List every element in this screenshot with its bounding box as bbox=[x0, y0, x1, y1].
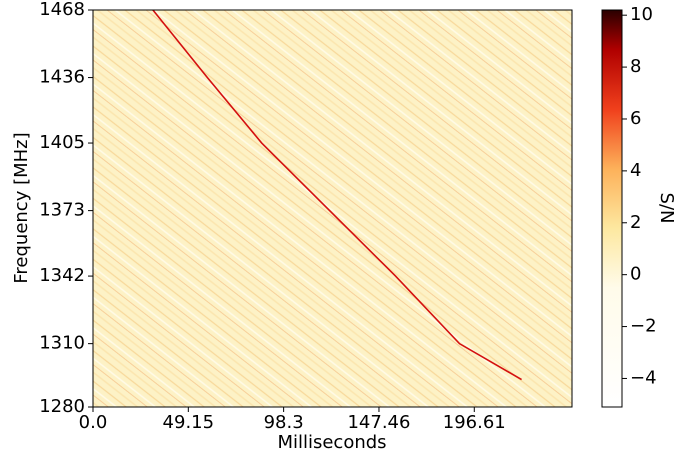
colorbar-tick-label: −4 bbox=[630, 367, 657, 388]
y-tick-label: 1310 bbox=[39, 333, 85, 354]
colorbar-tick-label: 10 bbox=[630, 4, 653, 25]
x-tick-label: 196.61 bbox=[443, 412, 506, 433]
colorbar-tick-label: 6 bbox=[630, 108, 641, 129]
colorbar-tick-label: 0 bbox=[630, 264, 641, 285]
y-tick-label: 1280 bbox=[39, 396, 85, 417]
colorbar-tick-label: 2 bbox=[630, 212, 641, 233]
x-tick-label: 49.15 bbox=[163, 412, 215, 433]
y-tick-label: 1436 bbox=[39, 67, 85, 88]
y-tick-label: 1342 bbox=[39, 265, 85, 286]
colorbar-label: S/N bbox=[656, 193, 675, 224]
spectrum-background bbox=[93, 10, 572, 407]
pulse-track bbox=[152, 9, 522, 381]
y-tick-label: 1405 bbox=[39, 132, 85, 153]
colorbar-tick-label: −2 bbox=[630, 316, 657, 337]
y-tick-label: 1373 bbox=[39, 200, 85, 221]
x-tick-label: 0.0 bbox=[79, 412, 108, 433]
plot-frame bbox=[92, 9, 573, 408]
y-tick-label: 1468 bbox=[39, 0, 85, 20]
x-tick-label: 98.3 bbox=[264, 412, 304, 433]
x-axis-label: Milliseconds bbox=[277, 432, 386, 453]
colorbar bbox=[601, 9, 623, 408]
y-axis-label: Frequency [MHz] bbox=[11, 132, 32, 283]
colorbar-tick-label: 4 bbox=[630, 160, 641, 181]
x-tick-label: 147.46 bbox=[347, 412, 410, 433]
colorbar-tick-label: 8 bbox=[630, 56, 641, 77]
